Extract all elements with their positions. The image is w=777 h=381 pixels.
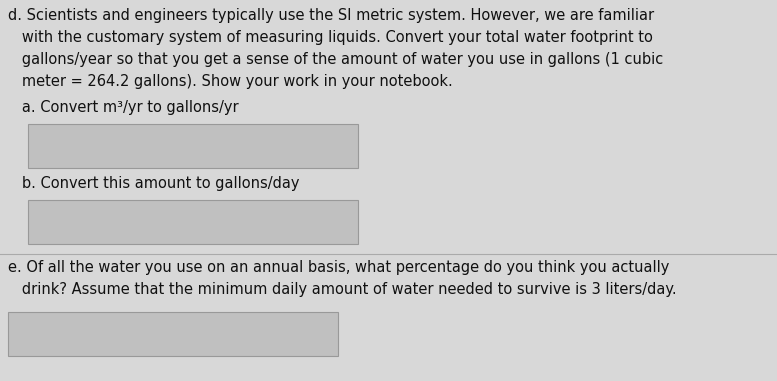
Text: b. Convert this amount to gallons/day: b. Convert this amount to gallons/day bbox=[8, 176, 299, 191]
Text: with the customary system of measuring liquids. Convert your total water footpri: with the customary system of measuring l… bbox=[8, 30, 653, 45]
FancyBboxPatch shape bbox=[28, 200, 358, 244]
FancyBboxPatch shape bbox=[28, 124, 358, 168]
Text: gallons/year so that you get a sense of the amount of water you use in gallons (: gallons/year so that you get a sense of … bbox=[8, 52, 664, 67]
Text: drink? Assume that the minimum daily amount of water needed to survive is 3 lite: drink? Assume that the minimum daily amo… bbox=[8, 282, 677, 297]
FancyBboxPatch shape bbox=[8, 312, 338, 356]
Text: d. Scientists and engineers typically use the SI metric system. However, we are : d. Scientists and engineers typically us… bbox=[8, 8, 654, 23]
Text: meter = 264.2 gallons). Show your work in your notebook.: meter = 264.2 gallons). Show your work i… bbox=[8, 74, 453, 89]
Text: e. Of all the water you use on an annual basis, what percentage do you think you: e. Of all the water you use on an annual… bbox=[8, 260, 669, 275]
Text: a. Convert m³/yr to gallons/yr: a. Convert m³/yr to gallons/yr bbox=[8, 100, 239, 115]
